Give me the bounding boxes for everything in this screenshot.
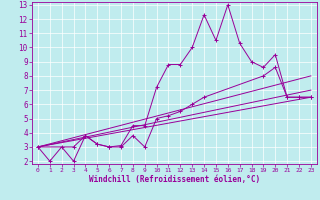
- X-axis label: Windchill (Refroidissement éolien,°C): Windchill (Refroidissement éolien,°C): [89, 175, 260, 184]
